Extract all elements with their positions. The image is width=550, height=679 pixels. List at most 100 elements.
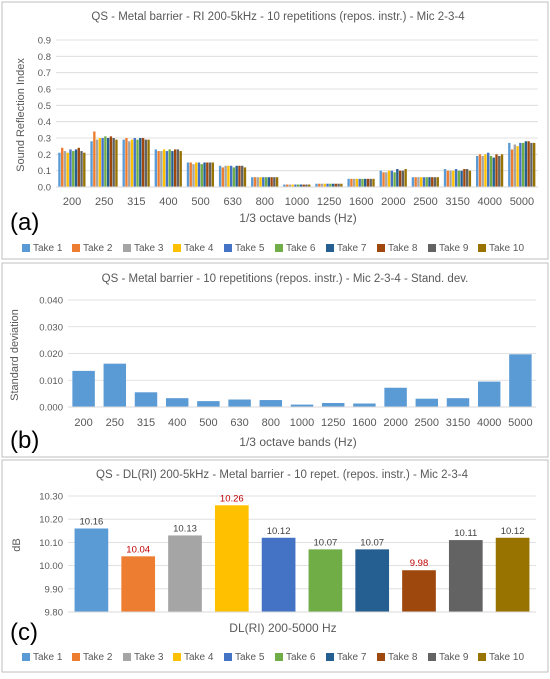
panel-b-xtick-label: 250 [106, 417, 124, 429]
panel-b-xtick-label: 400 [168, 417, 186, 429]
panel-a-bar [262, 177, 265, 187]
panel-a-bar [61, 147, 64, 187]
panel-a-xtick-label: 2000 [381, 196, 405, 208]
panel-b-bar [197, 401, 220, 407]
panel-c-legend-swatch [275, 653, 283, 661]
panel-a-bar [267, 177, 270, 187]
panel-c-bar [168, 535, 202, 612]
panel-c-data-label: 10.11 [454, 528, 477, 539]
panel-a-ytick-label: 0.5 [38, 101, 51, 112]
panel-c-legend-label: Take 9 [439, 652, 469, 663]
panel-a-bar [171, 151, 174, 187]
panel-a-bar [305, 184, 308, 187]
panel-b-xtick-label: 630 [230, 417, 248, 429]
panel-a-bar [288, 184, 292, 187]
panel-a-bar [259, 177, 262, 187]
panel-c-bar [121, 556, 156, 612]
panel-a-ytick-label: 0.1 [38, 166, 51, 177]
panel-a-bar [492, 157, 495, 187]
panel-a-legend-swatch [173, 244, 181, 252]
panel-a-bar [420, 177, 423, 187]
panel-c-bar [261, 537, 296, 612]
panel-c-legend-swatch [72, 653, 80, 661]
panel-c-legend-label: Take 5 [235, 652, 265, 663]
panel-a-legend-label: Take 4 [184, 243, 214, 254]
panel-a-bar [463, 169, 466, 187]
panel-a-bar [186, 162, 190, 187]
panel-a-xlabel: 1/3 octave bands (Hz) [239, 211, 356, 225]
panel-a-bar [452, 170, 455, 187]
panel-b-bar [103, 363, 127, 407]
panel-c-legend-swatch [173, 653, 181, 661]
panel-a-bar [481, 155, 484, 187]
panel-a-bar [192, 164, 195, 187]
panel-a-bar [516, 146, 519, 187]
panel-c-legend-swatch [428, 653, 436, 661]
panel-b-bar [321, 402, 345, 407]
panel-b-ytick-label: 0.010 [39, 376, 63, 387]
panel-c-plot: 9.80 9.90 10.00 10.10 10.20 10.30 10.16 10.04 10… [39, 492, 536, 619]
panel-b-frame [1, 262, 549, 458]
panel-c-ytick-label: 10.30 [39, 492, 63, 503]
panel-b-bar [509, 354, 532, 407]
panel-a-bar [498, 155, 501, 187]
panel-a-legend-swatch [123, 244, 131, 252]
panel-a-bar [229, 165, 233, 187]
panel-a-bar [457, 170, 461, 187]
panel-b-ytick-label: 0.020 [39, 349, 63, 360]
panel-c-ytick-label: 10.00 [39, 561, 63, 572]
panel-a-ytick-label: 0.9 [38, 36, 51, 47]
panel-a-bar [340, 183, 343, 187]
panel-c-title: QS - DL(RI) 200-5kHz - Metal barrier - 1… [96, 469, 469, 481]
panel-a-bar [173, 149, 177, 187]
panel-a-bar [291, 184, 294, 187]
panel-a-bar [372, 178, 375, 187]
panel-a-bar [396, 169, 399, 187]
panel-a-bar [238, 165, 241, 187]
panel-c-legend-label: Take 3 [134, 652, 164, 663]
panel-b-ytick-label: 0.000 [39, 403, 63, 414]
panel-b-xtick-label: 1000 [290, 417, 314, 429]
panel-a-bar [519, 142, 522, 187]
panel-c-ylabel: dB [11, 538, 23, 551]
panel-a-bar [489, 155, 493, 187]
panel-c-letter: (c) [10, 619, 38, 646]
panel-a-xtick-label: 1000 [285, 196, 309, 208]
panel-a-bar [350, 178, 353, 187]
panel-c-bar [74, 528, 109, 612]
panel-a-xtick-label: 1250 [317, 196, 341, 208]
panel-a-xtick-label: 4000 [478, 196, 502, 208]
panel-a-xtick-label: 315 [127, 196, 145, 208]
panel-a-bar [484, 154, 487, 187]
panel-c-data-label: 10.12 [267, 526, 291, 537]
panel-a-bar [157, 151, 160, 187]
panel-a-bar [101, 138, 104, 187]
panel-c-data-label: 9.98 [410, 558, 429, 569]
panel-a-legend-label: Take 1 [33, 243, 63, 254]
panel-a-ytick-label: 0.2 [38, 150, 51, 161]
panel-a-bar [334, 183, 338, 187]
panel-a-bar [90, 141, 93, 187]
panel-a-bar [69, 149, 72, 187]
panel-a-bar [320, 183, 324, 187]
panel-a-bar [527, 141, 530, 187]
panel-a-bar [361, 178, 364, 187]
panel-b-title: QS - Metal barrier - 10 repetitions (rep… [102, 273, 469, 285]
panel-c-bar [448, 540, 483, 612]
panel-a-bar [224, 165, 227, 187]
panel-a-bar [337, 183, 340, 187]
panel-a-bar [77, 147, 80, 187]
panel-a-bar [308, 184, 311, 187]
panel-a-bar [366, 178, 370, 187]
panel-c-legend-swatch [224, 653, 232, 661]
panel-a-bar [390, 170, 393, 187]
panel-a-bar [221, 167, 225, 187]
panel-c-bar [308, 549, 343, 612]
panel-b-xtick-label: 3150 [446, 417, 470, 429]
panel-a-bar [80, 151, 83, 187]
panel-a-bar [58, 152, 61, 187]
panel-a-bar [63, 151, 67, 187]
panel-a-xtick-label: 250 [95, 196, 113, 208]
panel-a-bar [66, 152, 69, 187]
panel-c-bar [355, 549, 390, 612]
